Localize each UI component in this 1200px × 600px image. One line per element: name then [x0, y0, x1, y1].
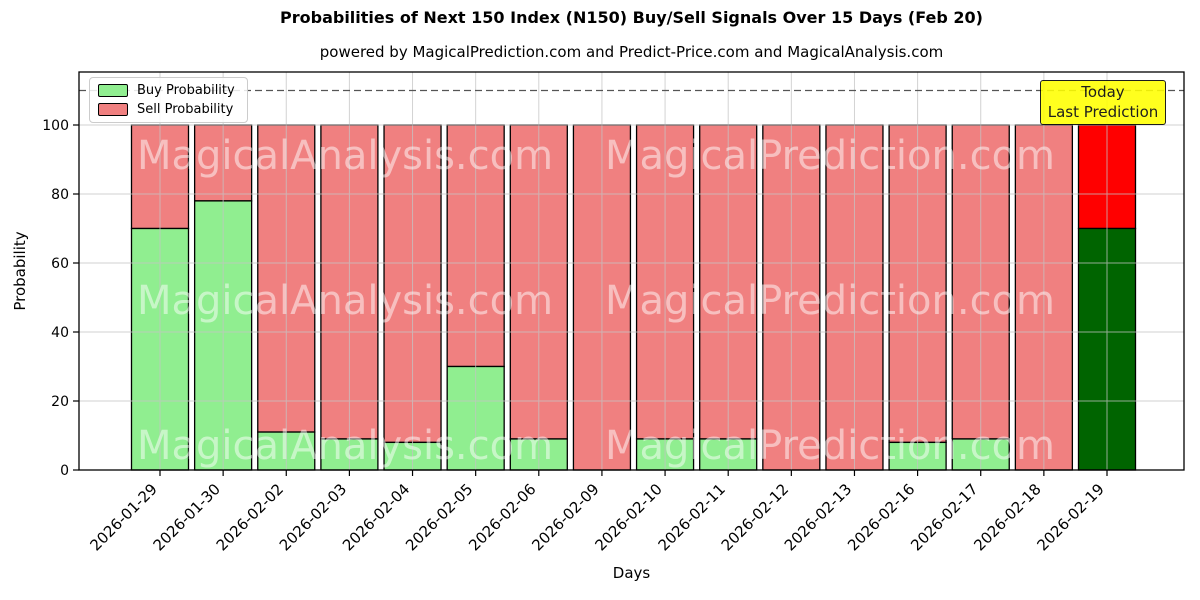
- buy-color-swatch: [98, 84, 128, 97]
- x-axis-title: Days: [612, 564, 651, 582]
- x-tick-label: 2026-02-04: [339, 480, 413, 554]
- watermark-text: MagicalAnalysis.com: [137, 423, 553, 469]
- watermark-text: MagicalPrediction.com: [605, 278, 1055, 324]
- x-tick-label: 2026-01-29: [86, 480, 160, 554]
- today-annotation-box: Today Last Prediction: [1040, 80, 1166, 125]
- x-tick-label: 2026-02-16: [844, 480, 918, 554]
- watermark-text: MagicalPrediction.com: [605, 423, 1055, 469]
- x-tick-label: 2026-02-06: [465, 480, 539, 554]
- legend-label-buy: Buy Probability: [137, 83, 235, 98]
- legend-item-sell: Sell Probability: [98, 102, 235, 117]
- x-tick-label: 2026-02-03: [276, 480, 350, 554]
- x-tick-label: 2026-02-05: [402, 480, 476, 554]
- chart-title: Probabilities of Next 150 Index (N150) B…: [280, 8, 983, 27]
- plot-frame: [78, 71, 1185, 471]
- watermark-text: MagicalAnalysis.com: [137, 278, 553, 324]
- x-tick-label: 2026-02-18: [970, 480, 1044, 554]
- x-tick-label: 2026-02-09: [528, 480, 602, 554]
- watermark-text: MagicalPrediction.com: [605, 133, 1055, 179]
- grid-group: [79, 72, 1184, 470]
- x-tick-label: 2026-02-10: [592, 480, 666, 554]
- ticks-group: [73, 124, 1108, 476]
- x-tick-label: 2026-02-13: [781, 480, 855, 554]
- watermarks-group: MagicalAnalysis.com MagicalPrediction.com…: [137, 133, 1055, 469]
- x-tick-label: 2026-02-17: [907, 480, 981, 554]
- y-tick-label: 20: [51, 394, 69, 410]
- y-tick-label: 40: [51, 325, 69, 341]
- x-tick-label: 2026-01-30: [150, 480, 224, 554]
- x-tick-label: 2026-02-19: [1033, 480, 1107, 554]
- x-tick-label: 2026-02-12: [718, 480, 792, 554]
- chart-subtitle: powered by MagicalPrediction.com and Pre…: [319, 43, 944, 61]
- legend: Buy Probability Sell Probability: [89, 77, 248, 123]
- x-tick-label: 2026-02-02: [213, 480, 287, 554]
- annotation-line-2: Last Prediction: [1047, 103, 1159, 121]
- x-tick-label: 2026-02-11: [655, 480, 729, 554]
- y-tick-label: 0: [60, 463, 69, 479]
- y-tick-label: 60: [51, 256, 69, 272]
- y-tick-label: 100: [42, 118, 69, 134]
- annotation-line-1: Today: [1081, 83, 1125, 101]
- watermark-text: MagicalAnalysis.com: [137, 133, 553, 179]
- legend-item-buy: Buy Probability: [98, 83, 235, 98]
- y-tick-label: 80: [51, 187, 69, 203]
- y-axis-title: Probability: [11, 231, 29, 311]
- sell-color-swatch: [98, 103, 128, 116]
- legend-label-sell: Sell Probability: [137, 102, 234, 117]
